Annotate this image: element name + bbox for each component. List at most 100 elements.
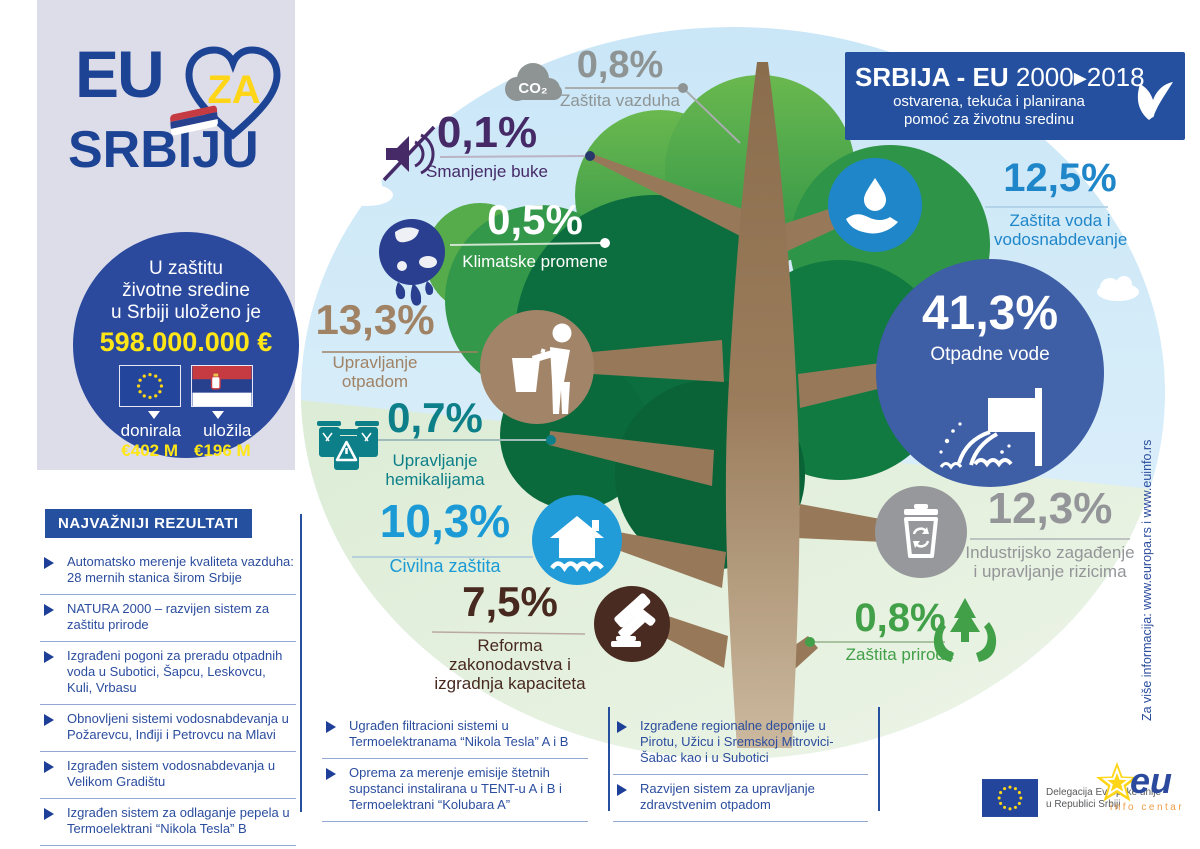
eu-info-centar-logo: eu info centar <box>1094 758 1190 824</box>
co2-label: CO₂ <box>518 80 548 97</box>
rs-invested-amount: €196 M <box>194 441 251 460</box>
header-box: SRBIJA - EU 2000▸2018 ostvarena, tekuća … <box>845 52 1185 140</box>
bullet-icon <box>44 651 54 663</box>
industry-recycle-bin-icon-circle <box>875 486 967 578</box>
list-item: Obnovljeni sistemi vodosnabdevanja u Pož… <box>40 705 296 752</box>
stat-value: 12,3% <box>987 484 1113 533</box>
bullet-icon <box>326 768 336 780</box>
stat-label: Klimatske promene <box>462 252 608 271</box>
stat-wastewater: 41,3% Otpadne vode <box>905 286 1075 364</box>
stat-chemicals: 0,7% Upravljanje hemikalijama <box>350 394 520 489</box>
chemicals-bins-icon <box>317 421 379 470</box>
stat-label: Zaštita vazduha <box>559 91 680 110</box>
list-item: Izgrađeni pogoni za preradu otpadnih vod… <box>40 642 296 705</box>
wastewater-pipe-icon-circle <box>876 259 1104 487</box>
projects-list-mid: Ugrađen filtracioni sistemi u Termoelekt… <box>322 712 588 822</box>
connector-lines <box>322 83 1130 647</box>
stat-label: Upravljanje hemikalijama <box>385 451 485 489</box>
eu-donated-amount: €402 M <box>121 441 178 460</box>
stat-civil: 10,3% Civilna zaštita <box>360 494 530 576</box>
bullet-icon <box>326 721 336 733</box>
water-hand-drop-icon-circle <box>828 158 922 252</box>
reform-gavel-icon-circle <box>594 586 670 662</box>
stat-value: 10,3% <box>379 495 511 547</box>
stat-industry: 12,3% Industrijsko zagađenje i upravljan… <box>965 484 1135 581</box>
logo-eu-text: EU <box>75 37 165 111</box>
logo-srbiju-text: SRBIJU <box>68 121 259 179</box>
list-item: Izgrađene regionalne deponije u Pirotu, … <box>613 712 868 775</box>
stat-air: 0,8% Zaštita vazduha <box>535 44 705 110</box>
divider-vertical <box>300 514 302 812</box>
results-list: Automatsko merenje kvaliteta vazduha: 28… <box>40 548 296 846</box>
list-item: Razvijen sistem za upravljanje zdravstve… <box>613 775 868 822</box>
list-item: Izgrađen sistem vodosnabdevanja u Veliko… <box>40 752 296 799</box>
list-item: NATURA 2000 – razvijen sistem za zaštitu… <box>40 595 296 642</box>
bullet-icon <box>617 784 627 796</box>
list-item: Oprema za merenje emisije štetnih supsta… <box>322 759 588 822</box>
stat-label: Reforma zakonodavstva i izgradnja kapaci… <box>434 636 586 693</box>
stat-water: 12,5% Zaštita voda i vodosnabdevanje <box>975 156 1145 249</box>
stat-value: 41,3% <box>921 287 1059 340</box>
stat-value: 13,3% <box>315 296 435 343</box>
noise-muted-speaker-icon <box>382 125 436 182</box>
stat-label: Civilna zaštita <box>389 556 501 576</box>
bullet-icon <box>44 604 54 616</box>
tree-branches <box>549 153 890 688</box>
stat-noise: 0,1% Smanjenje buke <box>402 108 572 181</box>
divider-vertical <box>608 707 610 811</box>
bullet-icon <box>44 808 54 820</box>
stat-label: Zaštita voda i vodosnabdevanje <box>994 211 1128 249</box>
arrow-down-icon <box>148 411 160 419</box>
stat-value: 0,8% <box>576 44 664 86</box>
list-item: Izgrađen sistem za odlaganje pepela u Te… <box>40 799 296 846</box>
stat-label: Upravljanje otpadom <box>332 353 418 391</box>
eu-flag-icon <box>982 779 1038 817</box>
stat-value: 0,8% <box>854 596 946 640</box>
stat-label: Smanjenje buke <box>426 162 548 181</box>
stat-climate: 0,5% Klimatske promene <box>450 196 620 271</box>
eu-delegation-label: Delegacija Evropske unije u Republici Sr… <box>1046 787 1162 810</box>
stat-label: Industrijsko zagađenje i upravljanje riz… <box>965 543 1135 581</box>
stat-value: 7,5% <box>462 578 558 625</box>
results-title: NAJVAŽNIJI REZULTATI <box>45 509 252 538</box>
civil-flood-house-icon-circle <box>532 495 622 585</box>
leaves-icon <box>1137 82 1173 120</box>
bullet-icon <box>617 721 627 733</box>
waste-icon-circle <box>480 310 594 424</box>
climate-melting-globe-icon <box>379 219 445 306</box>
projects-list-right: Izgrađene regionalne deponije u Pirotu, … <box>613 712 868 822</box>
header-subtitle-2: pomoć za životnu sredinu <box>903 111 1075 128</box>
arrow-down-icon <box>212 411 224 419</box>
eu-donated-label: donirala <box>120 421 182 440</box>
divider-vertical <box>878 707 880 811</box>
bullet-icon <box>44 714 54 726</box>
eu-flag-icon <box>119 365 181 407</box>
rs-invested-label: uložila <box>203 421 252 440</box>
stat-value: 0,1% <box>436 108 538 157</box>
logo-za-text: ZA <box>207 68 261 112</box>
eu-info-sub: info centar <box>1110 802 1185 813</box>
stat-reform: 7,5% Reforma zakonodavstva i izgradnja k… <box>425 578 595 693</box>
eu-info-brand: eu <box>1130 760 1173 801</box>
nature-hands-tree-icon <box>933 598 997 662</box>
list-item: Ugrađen filtracioni sistemi u Termoelekt… <box>322 712 588 759</box>
investment-amount: 598.000.000 € <box>99 327 273 357</box>
bullet-icon <box>44 557 54 569</box>
stat-waste: 13,3% Upravljanje otpadom <box>290 296 460 391</box>
investment-line1: U zaštitu <box>149 258 223 279</box>
stat-label: Zaštita prirode <box>845 645 955 664</box>
stat-value: 0,7% <box>387 394 483 441</box>
stat-value: 12,5% <box>1003 156 1117 200</box>
header-subtitle-1: ostvarena, tekuća i planirana <box>893 93 1085 110</box>
investment-line2: životne sredine <box>122 280 250 301</box>
tree-trunk <box>725 62 800 748</box>
side-note: Za više informacija: www.europa.rs i www… <box>1140 439 1154 721</box>
stat-nature: 0,8% Zaštita prirode <box>815 596 985 664</box>
stat-value: 0,5% <box>487 196 583 243</box>
cloud-icon <box>341 175 1139 301</box>
investment-circle: U zaštitu životne sredine u Srbiji ulože… <box>73 232 299 460</box>
stat-label: Otpadne vode <box>930 344 1050 365</box>
co2-cloud-icon <box>505 63 562 101</box>
